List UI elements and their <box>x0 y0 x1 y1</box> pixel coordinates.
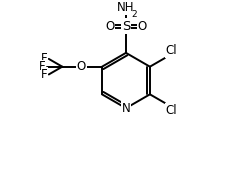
Text: F: F <box>39 60 46 73</box>
Text: S: S <box>121 20 130 33</box>
Text: O: O <box>76 60 86 73</box>
Text: NH: NH <box>117 1 134 14</box>
Text: Cl: Cl <box>165 104 177 117</box>
Text: O: O <box>137 20 146 33</box>
Text: F: F <box>41 68 48 81</box>
Text: N: N <box>121 102 130 115</box>
Text: O: O <box>105 20 114 33</box>
Text: Cl: Cl <box>165 44 177 57</box>
Text: 2: 2 <box>131 10 137 19</box>
Text: F: F <box>41 52 48 65</box>
